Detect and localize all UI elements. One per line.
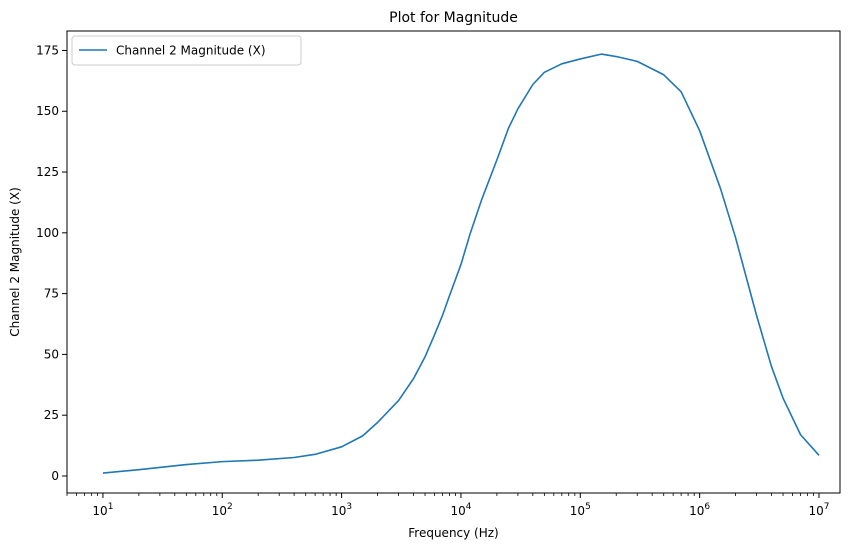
x-axis-label: Frequency (Hz)	[408, 526, 499, 540]
x-tick-label: 104	[450, 502, 471, 518]
legend-box	[71, 35, 302, 66]
y-tick-label: 25	[44, 408, 59, 422]
x-tick-label: 103	[331, 502, 352, 518]
x-tick-label: 105	[570, 502, 591, 518]
y-tick-label: 150	[36, 104, 59, 118]
x-axis-ticks: 101 102 103 104 105 106 107	[66, 493, 829, 518]
series-layer	[102, 53, 820, 474]
x-tick-label: 106	[689, 502, 710, 518]
plot-area	[66, 30, 841, 494]
y-tick-label: 75	[44, 287, 59, 301]
y-tick-label: 125	[36, 165, 59, 179]
x-tick-label: 107	[808, 502, 829, 518]
y-tick-label: 0	[51, 469, 59, 483]
x-tick-label: 102	[212, 502, 233, 518]
x-tick-label: 101	[92, 502, 113, 518]
y-axis-ticks: 0 25 50 75 100 125 150 175	[36, 43, 67, 483]
y-tick-label: 50	[44, 347, 59, 361]
y-tick-label: 100	[36, 226, 59, 240]
chart-title: Plot for Magnitude	[389, 10, 518, 26]
y-tick-label: 175	[36, 43, 59, 57]
legend-label: Channel 2 Magnitude (X)	[116, 44, 266, 58]
y-axis-label: Channel 2 Magnitude (X)	[8, 187, 22, 337]
series-line-channel-2-magnitude	[102, 53, 820, 474]
legend: Channel 2 Magnitude (X)	[71, 35, 302, 66]
